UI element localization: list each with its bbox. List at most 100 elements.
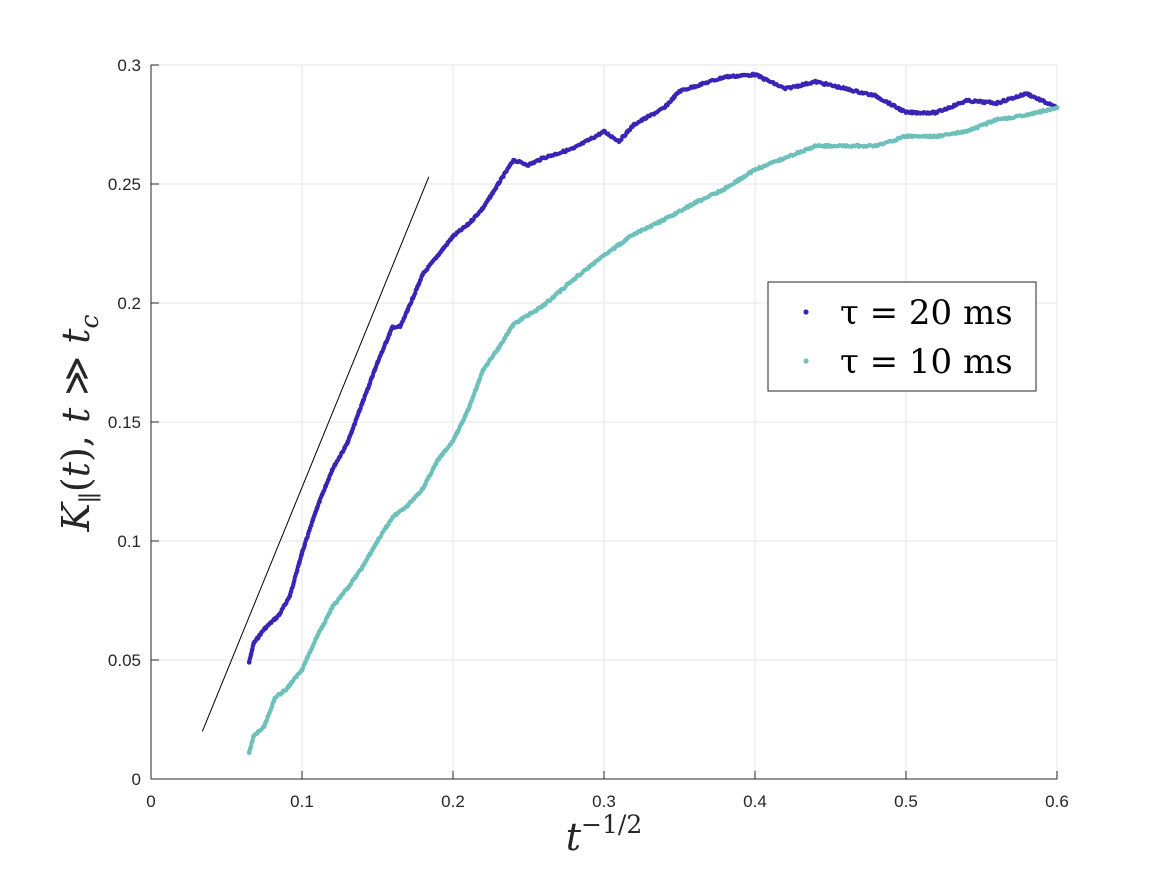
data-point [511, 322, 516, 327]
y-tick-label: 0.3 [117, 56, 141, 75]
legend-marker-tau-10 [803, 358, 809, 364]
data-point [692, 84, 697, 89]
data-point [480, 205, 486, 211]
data-point [299, 550, 305, 556]
data-point [873, 143, 879, 149]
legend-label-tau-10: τ = 10 ms [840, 342, 1013, 382]
data-point [662, 217, 667, 222]
data-point [616, 138, 622, 144]
data-point [287, 593, 293, 598]
data-point [465, 407, 471, 413]
data-point [933, 110, 939, 115]
data-point [299, 667, 305, 672]
data-point [813, 143, 818, 149]
y-tick-label: 0.15 [108, 413, 141, 432]
y-tick-label: 0.2 [117, 294, 141, 313]
data-point [1054, 105, 1060, 111]
data-point [246, 750, 252, 756]
data-point [752, 167, 758, 172]
y-tick-label: 0 [132, 770, 141, 789]
data-point [329, 467, 335, 472]
data-point [496, 181, 501, 187]
data-point [277, 612, 282, 618]
data-point [994, 100, 999, 106]
data-point [251, 733, 256, 739]
data-point [250, 738, 255, 743]
x-tick-label: 0.5 [894, 792, 918, 811]
data-point [420, 486, 426, 491]
data-point [295, 568, 300, 573]
x-tick-label: 0.6 [1045, 792, 1069, 811]
x-tick-label: 0.2 [441, 792, 465, 811]
data-point [843, 143, 848, 149]
x-tick-label: 0 [146, 792, 155, 811]
data-point [1024, 112, 1030, 118]
data-point [314, 505, 320, 511]
data-point [994, 117, 999, 122]
y-tick-label: 0.1 [117, 532, 141, 551]
data-point [360, 400, 365, 406]
data-point [450, 438, 456, 444]
reference-slope-line [201, 176, 430, 732]
data-point [360, 564, 365, 570]
x-tick-label: 0.3 [592, 792, 616, 811]
data-point [465, 222, 471, 227]
data-point [571, 146, 577, 151]
data-point [435, 457, 441, 463]
data-point [249, 744, 254, 749]
data-point [511, 157, 516, 163]
grid [150, 64, 1058, 780]
data-point [601, 129, 607, 134]
data-point [722, 74, 728, 80]
data-point [435, 253, 441, 258]
data-point [284, 686, 290, 691]
data-point [1024, 91, 1030, 96]
legend-box [767, 281, 1037, 392]
data-point [933, 134, 939, 139]
series-tau-20 [246, 71, 1060, 665]
data-point [526, 162, 531, 168]
data-point [541, 155, 546, 161]
data-point [405, 503, 411, 508]
data-point [722, 186, 728, 192]
data-point [496, 345, 501, 351]
data-point [601, 253, 607, 258]
data-point [420, 272, 426, 277]
data-point [251, 641, 256, 646]
data-point [413, 291, 418, 296]
legend-label-tau-20: τ = 20 ms [840, 293, 1013, 333]
data-point [752, 72, 758, 77]
data-point [262, 626, 267, 632]
y-tick-label: 0.25 [108, 175, 141, 194]
data-point [662, 105, 667, 111]
data-point [903, 110, 909, 115]
data-point [480, 367, 486, 372]
data-point [390, 324, 395, 330]
data-point [345, 586, 350, 591]
data-point [571, 276, 577, 282]
y-tick-label: 0.05 [108, 651, 141, 670]
data-point [262, 724, 267, 729]
x-tick-label: 0.1 [290, 792, 314, 811]
data-point [541, 303, 546, 308]
series-tau-10 [246, 105, 1060, 756]
data-point [782, 155, 788, 161]
data-point [450, 234, 456, 239]
data-point [903, 134, 909, 139]
data-point [631, 231, 637, 237]
data-point [314, 633, 320, 639]
data-point [964, 98, 969, 103]
data-point [345, 441, 350, 446]
data-point [272, 695, 278, 701]
data-point [390, 514, 395, 520]
ticks: 0 0.1 0.2 0.3 0.4 0.5 0.6 0 0.05 0.1 0.15 0.2 0.25 0.… [108, 56, 1069, 811]
data-point [501, 174, 506, 179]
data-point [397, 324, 403, 330]
data-point [405, 307, 411, 313]
marks [201, 71, 1060, 756]
x-tick-label: 0.4 [743, 792, 767, 811]
data-point [375, 360, 380, 365]
data-point [246, 660, 252, 665]
